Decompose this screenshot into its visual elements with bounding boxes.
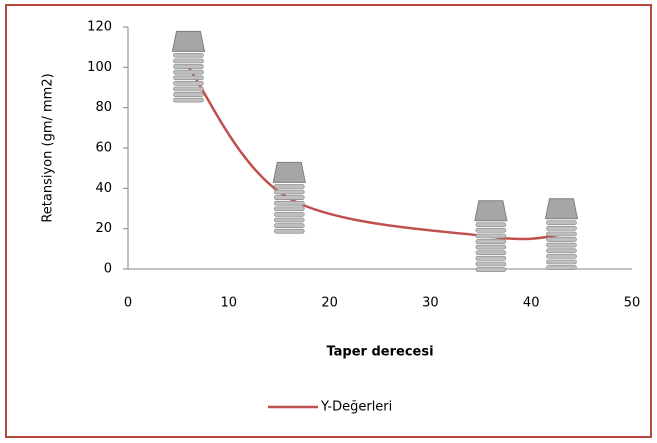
x-tick-label: 0 (124, 296, 132, 311)
marker-head (545, 199, 577, 219)
marker-thread (274, 190, 304, 194)
chart: Taper derecesi Retansiyon (gm/ mm2) 0 20 4… (0, 0, 657, 443)
x-tick-label: 20 (321, 296, 338, 311)
y-tick-label: 120 (87, 20, 112, 35)
marker-thread (476, 245, 506, 249)
marker-thread (476, 256, 506, 260)
y-tick-label: 100 (87, 60, 112, 75)
y-tick-label: 40 (95, 181, 112, 196)
legend-label: Y-Değerleri (320, 400, 392, 415)
marker-thread (173, 59, 203, 63)
marker-thread (546, 249, 576, 253)
marker-thread (546, 221, 576, 225)
marker-thread (274, 196, 304, 200)
marker-thread (173, 70, 203, 74)
marker-thread (546, 232, 576, 236)
marker-thread (476, 262, 506, 266)
marker-thread (274, 229, 304, 233)
y-axis-label: Retansiyon (gm/ mm2) (41, 73, 56, 222)
marker-thread (546, 266, 576, 270)
marker-thread (546, 260, 576, 264)
marker-thread (173, 76, 203, 80)
y-tick-label: 20 (95, 221, 112, 236)
marker-head (172, 31, 204, 51)
y-tick-label: 60 (95, 141, 112, 156)
y-tick-label: 80 (95, 100, 112, 115)
marker-thread (476, 268, 506, 272)
x-axis-label: Taper derecesi (326, 345, 433, 360)
marker-thread (173, 65, 203, 69)
marker-thread (476, 234, 506, 238)
marker-head (475, 201, 507, 221)
marker-thread (546, 226, 576, 230)
marker-thread (546, 238, 576, 242)
x-tick-label: 50 (624, 296, 641, 311)
marker-thread (546, 243, 576, 247)
x-tick-label: 30 (422, 296, 439, 311)
marker-thread (173, 87, 203, 91)
marker-thread (274, 224, 304, 228)
page: Taper derecesi Retansiyon (gm/ mm2) 0 20 4… (0, 0, 657, 443)
marker-thread (476, 240, 506, 244)
x-tick-label: 40 (523, 296, 540, 311)
marker-thread (173, 81, 203, 85)
marker-thread (173, 98, 203, 102)
marker-thread (274, 212, 304, 216)
marker-thread (476, 228, 506, 232)
marker-thread (274, 218, 304, 222)
marker-thread (274, 184, 304, 188)
marker-thread (274, 207, 304, 211)
marker-head (273, 162, 305, 182)
x-tick-label: 10 (221, 296, 238, 311)
marker-thread (173, 53, 203, 57)
marker-thread (476, 223, 506, 227)
marker-thread (173, 93, 203, 97)
marker-thread (274, 201, 304, 205)
marker-thread (476, 251, 506, 255)
marker-thread (546, 254, 576, 258)
y-tick-label: 0 (104, 262, 112, 277)
